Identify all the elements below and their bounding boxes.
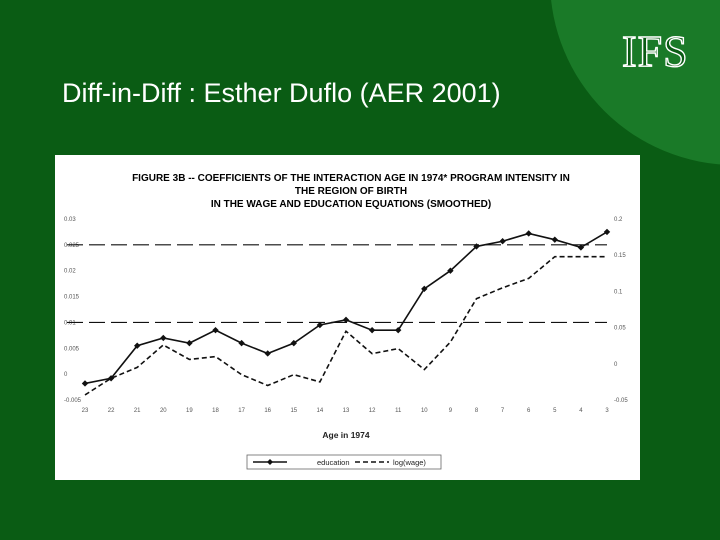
y-left-tick-label: 0.025 bbox=[64, 243, 80, 249]
series-line-log-wage bbox=[84, 255, 607, 396]
y-right-tick-label: -0.05 bbox=[614, 398, 628, 404]
education-point bbox=[264, 350, 271, 357]
education-point bbox=[603, 228, 611, 236]
duflo-chart: FIGURE 3B -- COEFFICIENTS OF THE INTERAC… bbox=[64, 173, 628, 470]
x-tick-label: 12 bbox=[369, 408, 376, 414]
y-right-tick-label: 0.1 bbox=[614, 289, 623, 295]
education-point bbox=[238, 339, 245, 347]
y-left-tick-label: 0.02 bbox=[64, 269, 76, 275]
chart-title-line: THE REGION OF BIRTH bbox=[295, 186, 407, 197]
x-tick-label: 15 bbox=[290, 408, 297, 414]
legend-label-education: education bbox=[317, 458, 350, 467]
education-point bbox=[395, 326, 402, 334]
x-tick-label: 8 bbox=[475, 408, 479, 414]
x-tick-label: 5 bbox=[553, 408, 557, 414]
series-line-education bbox=[84, 231, 608, 385]
education-point bbox=[421, 285, 428, 293]
education-point bbox=[473, 243, 480, 250]
legend-marker-education bbox=[267, 459, 273, 465]
x-tick-label: 21 bbox=[134, 408, 141, 414]
y-left-tick-label: 0.005 bbox=[64, 346, 80, 352]
legend-box bbox=[246, 454, 442, 470]
x-tick-label: 9 bbox=[449, 408, 453, 414]
ifs-logo: IFS bbox=[621, 26, 689, 76]
x-tick-label: 14 bbox=[317, 408, 324, 414]
education-point bbox=[134, 342, 141, 349]
education-point bbox=[212, 326, 219, 334]
y-right-tick-label: 0.05 bbox=[614, 326, 626, 332]
figure-panel: FIGURE 3B -- COEFFICIENTS OF THE INTERAC… bbox=[55, 155, 640, 480]
x-tick-label: 16 bbox=[264, 408, 271, 414]
legend-label-log-wage: log(wage) bbox=[393, 458, 426, 467]
education-point bbox=[368, 326, 376, 334]
x-tick-label: 6 bbox=[527, 408, 531, 414]
education-point bbox=[577, 244, 585, 251]
x-tick-label: 22 bbox=[108, 408, 115, 414]
y-left-tick-label: -0.005 bbox=[64, 398, 82, 404]
x-tick-label: 7 bbox=[501, 408, 505, 414]
education-point bbox=[290, 339, 297, 347]
x-tick-label: 10 bbox=[421, 408, 428, 414]
y-left-tick-label: 0.03 bbox=[64, 217, 76, 223]
education-point bbox=[186, 339, 193, 347]
education-point bbox=[499, 238, 506, 245]
y-right-tick-label: 0.15 bbox=[614, 253, 626, 259]
education-point bbox=[316, 321, 324, 329]
y-right-tick-label: 0 bbox=[614, 362, 618, 368]
x-tick-label: 18 bbox=[212, 408, 219, 414]
x-tick-label: 20 bbox=[160, 408, 167, 414]
chart-title-line: FIGURE 3B -- COEFFICIENTS OF THE INTERAC… bbox=[132, 173, 570, 184]
decorative-arc bbox=[551, 0, 720, 165]
x-axis-label: Age in 1974 bbox=[322, 430, 370, 440]
education-point bbox=[551, 236, 558, 243]
y-right-tick-label: 0.2 bbox=[614, 217, 623, 223]
x-tick-label: 11 bbox=[395, 408, 402, 414]
education-point bbox=[342, 316, 350, 324]
slide-title: Diff-in-Diff : Esther Duflo (AER 2001) bbox=[62, 78, 501, 108]
chart-title-line: IN THE WAGE AND EDUCATION EQUATIONS (SMO… bbox=[211, 199, 491, 210]
y-left-tick-label: 0.01 bbox=[64, 320, 76, 326]
y-left-tick-label: 0.015 bbox=[64, 295, 80, 301]
education-point bbox=[160, 334, 167, 342]
education-point bbox=[81, 380, 89, 387]
y-left-tick-label: 0 bbox=[64, 372, 68, 378]
education-point bbox=[525, 230, 532, 237]
x-tick-label: 19 bbox=[186, 408, 193, 414]
x-tick-label: 4 bbox=[579, 408, 583, 414]
x-tick-label: 3 bbox=[605, 408, 609, 414]
x-tick-label: 17 bbox=[238, 408, 245, 414]
x-tick-label: 13 bbox=[343, 408, 350, 414]
education-point bbox=[447, 267, 454, 274]
x-tick-label: 23 bbox=[82, 408, 89, 414]
